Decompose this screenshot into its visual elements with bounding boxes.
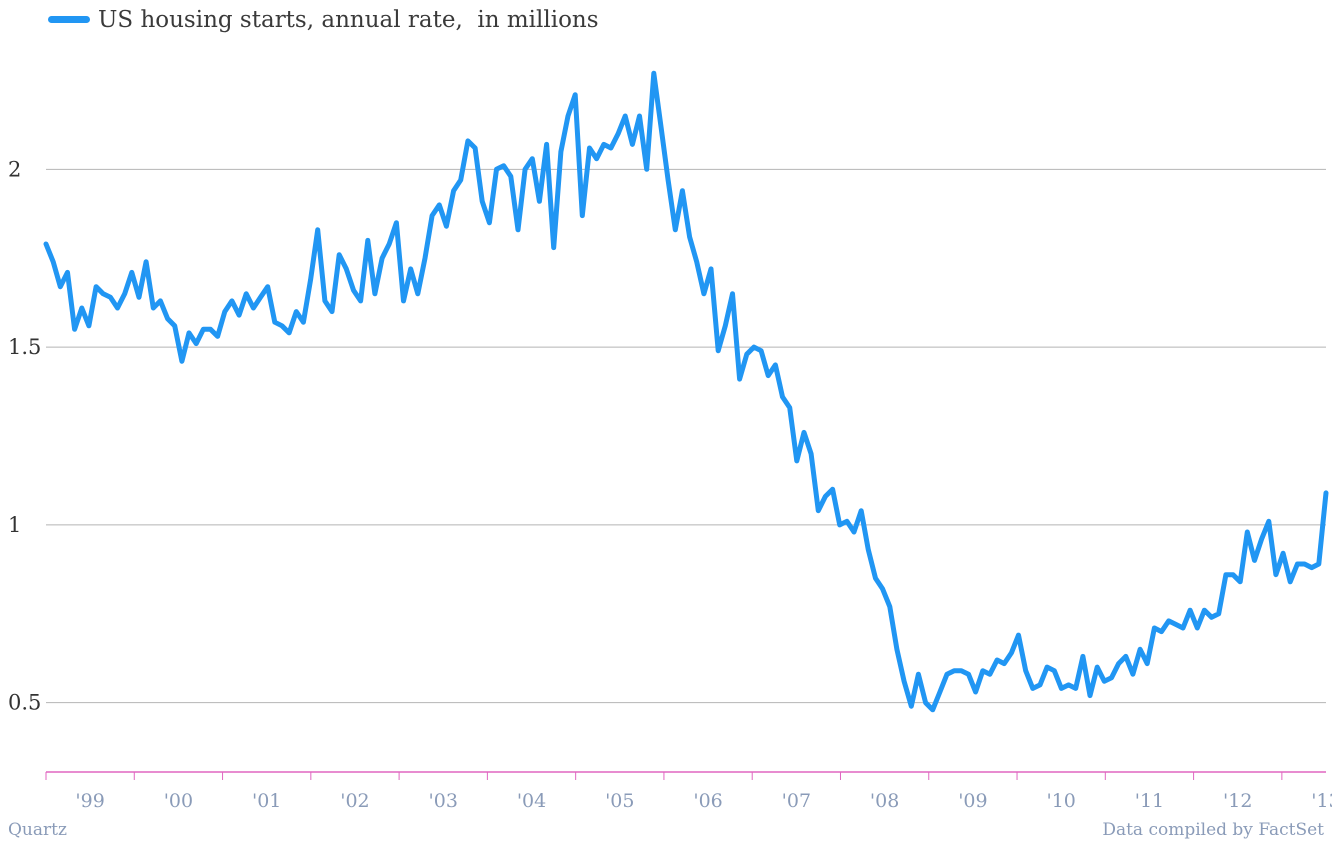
source-credit-left: Quartz [8, 820, 67, 840]
legend-swatch [48, 16, 90, 23]
x-tick-label: '03 [429, 790, 458, 812]
x-tick-label: '11 [1135, 790, 1164, 812]
y-axis-ticks: 0.5 1 1.5 2 [8, 157, 41, 714]
x-tick-label: '10 [1046, 790, 1075, 812]
x-tick-label: '99 [75, 790, 104, 812]
x-tick-label: '05 [605, 790, 634, 812]
source-credit-right: Data compiled by FactSet [1102, 820, 1324, 840]
y-tick-label: 2 [8, 157, 21, 181]
x-axis: '99 '00 '01 '02 '03 '04 '05 '06 '07 '08 '09 '10 '11 '… [45, 771, 1332, 812]
series-line [43, 70, 1329, 713]
x-tick-label: '08 [870, 790, 899, 812]
y-tick-label: 0.5 [8, 691, 41, 715]
x-tick-label: '07 [782, 790, 811, 812]
x-tick-label: '12 [1223, 790, 1252, 812]
x-tick-label: '01 [252, 790, 281, 812]
x-tick-label: '13 [1311, 790, 1332, 812]
x-tick-label: '04 [517, 790, 546, 812]
legend-label: US housing starts, annual rate, in milli… [98, 7, 599, 33]
y-tick-label: 1 [8, 513, 21, 537]
gridlines [46, 168, 1326, 704]
x-tick-label: '06 [693, 790, 722, 812]
x-tick-label: '09 [958, 790, 987, 812]
y-tick-label: 1.5 [8, 335, 41, 359]
series-layer [43, 70, 1329, 713]
x-tick-label: '00 [164, 790, 193, 812]
x-tick-label: '02 [340, 790, 369, 812]
